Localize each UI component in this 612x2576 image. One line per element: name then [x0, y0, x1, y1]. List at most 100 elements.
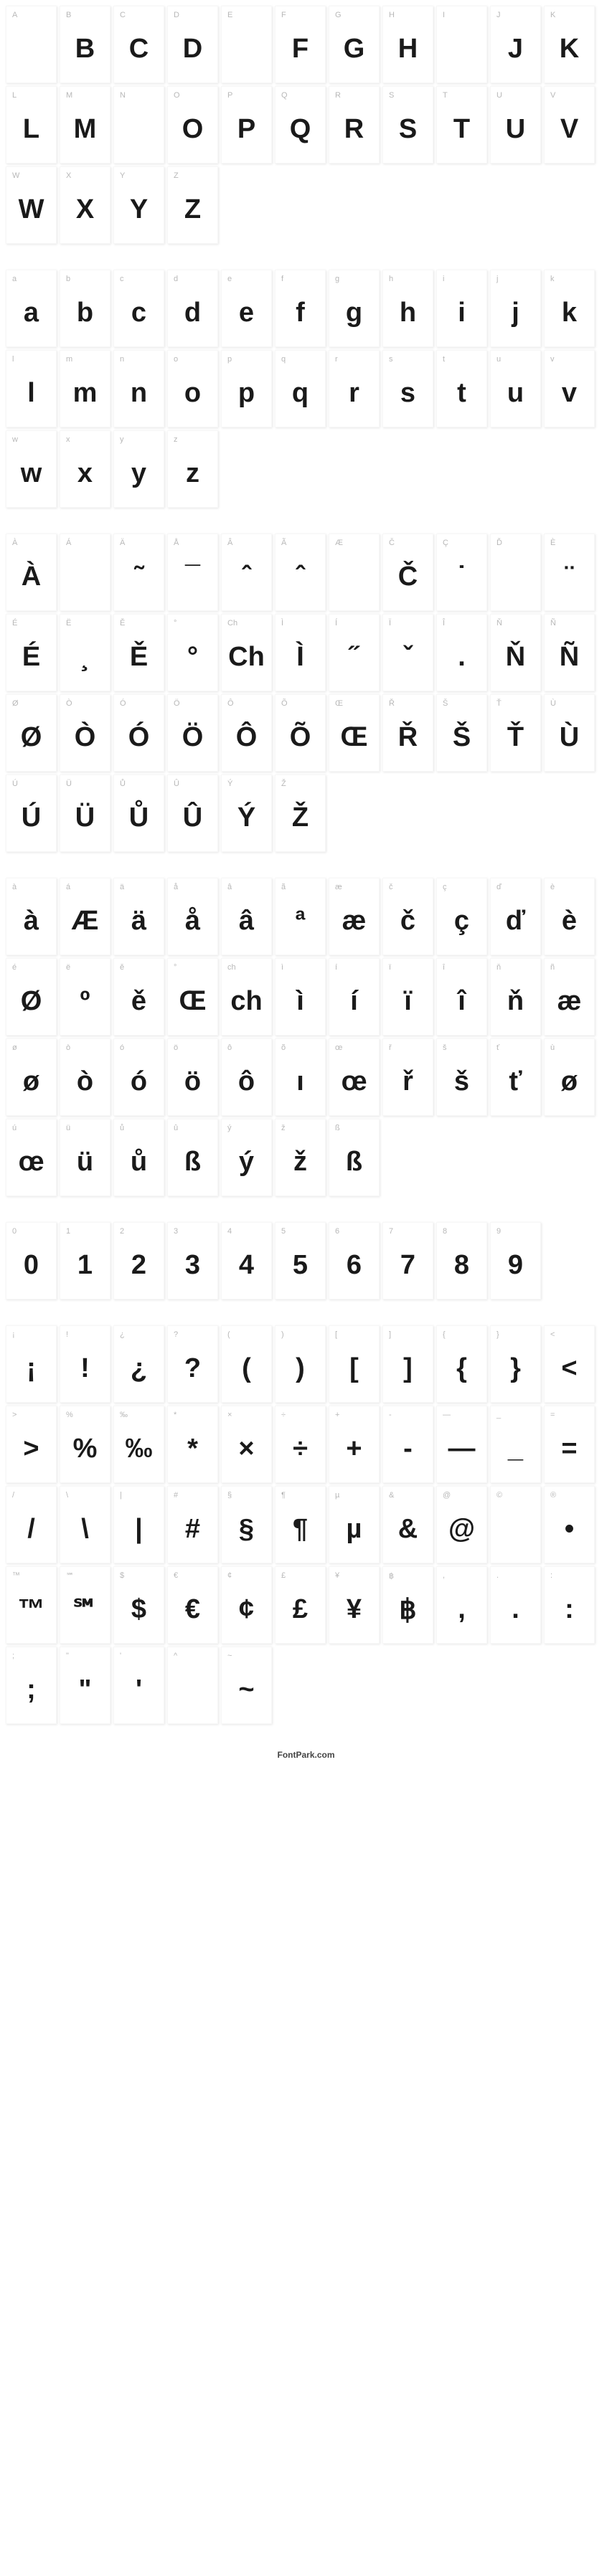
cell-glyph: Č	[383, 550, 433, 610]
glyph-cell: ==	[544, 1406, 595, 1483]
cell-glyph: Ch	[222, 630, 271, 691]
glyph-cell: Ïˇ	[382, 614, 433, 691]
cell-glyph: ×	[222, 1422, 271, 1482]
cell-glyph: ô	[222, 1055, 271, 1115]
glyph-cell: ñæ	[544, 958, 595, 1036]
cell-glyph: l	[6, 366, 56, 427]
cell-glyph: 2	[114, 1239, 164, 1299]
section-punctuation: ¡¡!!¿¿??(())[[]]{{}}<<>>%%‰‰**××÷÷++--——…	[6, 1325, 606, 1724]
cell-glyph: V	[545, 103, 594, 163]
cell-glyph: Œ	[329, 711, 379, 771]
cell-glyph: å	[168, 894, 217, 955]
cell-label: D	[168, 6, 217, 22]
cell-label: €	[168, 1567, 217, 1583]
cell-glyph: x	[60, 447, 110, 507]
glyph-cell: UU	[490, 86, 541, 164]
cell-glyph: ě	[114, 975, 164, 1035]
glyph-cell: ää	[113, 878, 164, 955]
cell-glyph: µ	[329, 1502, 379, 1563]
cell-label: ฿	[383, 1567, 433, 1583]
glyph-cell: bb	[60, 270, 110, 347]
cell-label: Õ	[276, 695, 325, 711]
glyph-cell: ¡¡	[6, 1325, 57, 1403]
glyph-cell: ww	[6, 430, 57, 508]
cell-glyph: 9	[491, 1239, 540, 1299]
glyph-cell: òò	[60, 1038, 110, 1116]
glyph-cell: Å¯	[167, 534, 218, 611]
cell-glyph: ò	[60, 1055, 110, 1115]
glyph-cell: áÆ	[60, 878, 110, 955]
cell-glyph: P	[222, 103, 271, 163]
cell-glyph: |	[114, 1502, 164, 1563]
cell-glyph: "	[60, 1663, 110, 1723]
cell-glyph: o	[168, 366, 217, 427]
cell-label: (	[222, 1326, 271, 1342]
cell-glyph: W	[6, 183, 56, 243]
cell-label: @	[437, 1487, 486, 1502]
glyph-cell: ßß	[329, 1119, 380, 1196]
cell-glyph: q	[276, 366, 325, 427]
cell-glyph: B	[60, 22, 110, 82]
cell-label: L	[6, 87, 56, 103]
cell-glyph: y	[114, 447, 164, 507]
cell-glyph: Ň	[491, 630, 540, 691]
glyph-cell: ŤŤ	[490, 694, 541, 772]
cell-label: W	[6, 167, 56, 183]
cell-glyph: œ	[329, 1055, 379, 1115]
glyph-cell: ÓÓ	[113, 694, 164, 772]
glyph-cell: ťť	[490, 1038, 541, 1116]
cell-glyph: 5	[276, 1239, 325, 1299]
glyph-cell: __	[490, 1406, 541, 1483]
glyph-cell: ℠℠	[60, 1566, 110, 1644]
cell-glyph: 6	[329, 1239, 379, 1299]
cell-glyph: %	[60, 1422, 110, 1482]
cell-label: Ñ	[545, 615, 594, 630]
cell-glyph: Ü	[60, 791, 110, 851]
cell-label: —	[437, 1406, 486, 1422]
glyph-cell: ,,	[436, 1566, 487, 1644]
cell-label: ch	[222, 959, 271, 975]
cell-glyph: â	[222, 894, 271, 955]
cell-label: #	[168, 1487, 217, 1502]
cell-glyph: Ť	[491, 711, 540, 771]
glyph-cell: ''	[113, 1647, 164, 1724]
section-accented-upper: ÀÀÁÄ˜Å¯ÂˆÃˆÆČČÇ˙ĎÈ¨ÉÉË¸ĚĚ°°ChChÌÌÍ˝ÏˇÎ.Ň…	[6, 534, 606, 852]
cell-glyph: 4	[222, 1239, 271, 1299]
cell-label: ©	[491, 1487, 540, 1502]
cell-label: Û	[168, 775, 217, 791]
glyph-cell: ďď	[490, 878, 541, 955]
cell-glyph	[168, 1663, 217, 1723]
cell-glyph: G	[329, 22, 379, 82]
cell-glyph: ]	[383, 1342, 433, 1402]
cell-label: ™	[6, 1567, 56, 1583]
glyph-cell: ÛÛ	[167, 775, 218, 852]
cell-glyph: H	[383, 22, 433, 82]
glyph-cell: ©	[490, 1486, 541, 1563]
cell-glyph: [	[329, 1342, 379, 1402]
glyph-cell: ||	[113, 1486, 164, 1563]
glyph-cell: JJ	[490, 6, 541, 83]
cell-glyph: •	[545, 1502, 594, 1563]
cell-glyph: À	[6, 550, 56, 610]
glyph-cell: àà	[6, 878, 57, 955]
cell-glyph: X	[60, 183, 110, 243]
glyph-cell: ]]	[382, 1325, 433, 1403]
cell-label: &	[383, 1487, 433, 1502]
cell-glyph: ÷	[276, 1422, 325, 1482]
glyph-cell: SS	[382, 86, 433, 164]
cell-glyph: Ò	[60, 711, 110, 771]
cell-glyph: ¶	[276, 1502, 325, 1563]
cell-glyph: ň	[491, 975, 540, 1035]
section-lowercase: aabbccddeeffgghhiijjkkllmmnnooppqqrrsstt…	[6, 270, 606, 508]
cell-glyph: )	[276, 1342, 325, 1402]
cell-label: B	[60, 6, 110, 22]
glyph-cell: pp	[221, 350, 272, 427]
cell-label: K	[545, 6, 594, 22]
glyph-cell: ££	[275, 1566, 326, 1644]
glyph-cell: ØØ	[6, 694, 57, 772]
cell-label: F	[276, 6, 325, 22]
cell-label: ¥	[329, 1567, 379, 1583]
glyph-cell: ûß	[167, 1119, 218, 1196]
cell-label: Å	[168, 534, 217, 550]
cell-label: Â	[222, 534, 271, 550]
